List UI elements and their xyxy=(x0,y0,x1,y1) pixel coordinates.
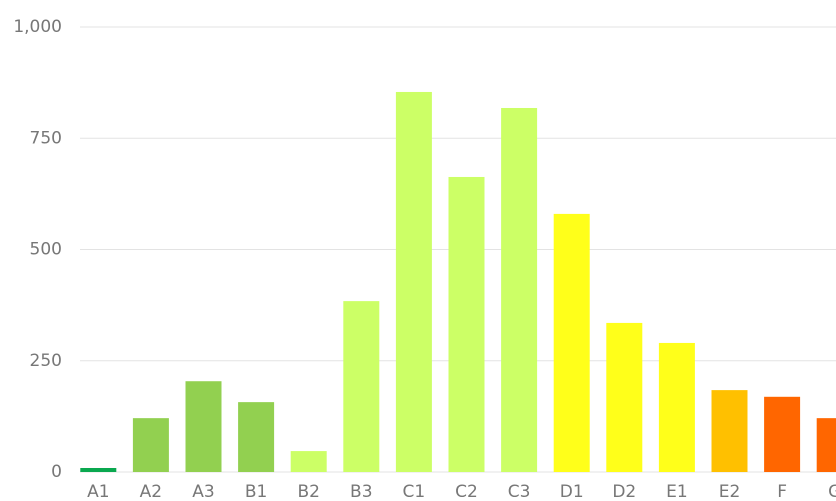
bar xyxy=(290,451,327,472)
x-tick-label: A1 xyxy=(87,482,109,501)
x-tick-label: B2 xyxy=(297,482,319,501)
bar xyxy=(448,176,485,472)
y-tick-label: 0 xyxy=(51,462,62,482)
bar xyxy=(343,301,380,472)
y-tick-label: 250 xyxy=(30,351,62,371)
x-tick-label: D2 xyxy=(612,482,636,501)
bar xyxy=(395,91,432,472)
y-tick-label: 750 xyxy=(30,128,62,148)
x-tick-label: E2 xyxy=(719,482,741,501)
y-tick-label: 500 xyxy=(30,240,62,260)
x-tick-label: B3 xyxy=(350,482,372,501)
x-tick-label: A3 xyxy=(192,482,214,501)
bar xyxy=(606,322,643,472)
bar xyxy=(238,402,275,472)
x-tick-label: C2 xyxy=(455,482,478,501)
y-tick-label: 1,000 xyxy=(13,17,62,37)
bar xyxy=(501,107,538,473)
x-tick-label: D1 xyxy=(560,482,584,501)
bar xyxy=(711,390,748,472)
bar xyxy=(764,396,801,472)
x-tick-label: C3 xyxy=(508,482,531,501)
bar xyxy=(553,213,590,472)
x-tick-label: E1 xyxy=(666,482,688,501)
bar xyxy=(185,381,222,472)
x-tick-label: A2 xyxy=(140,482,162,501)
bar xyxy=(658,342,695,472)
bar xyxy=(132,418,169,472)
x-tick-label: C1 xyxy=(403,482,426,501)
x-tick-label: B1 xyxy=(245,482,267,501)
bar xyxy=(80,467,117,472)
x-tick-label: G xyxy=(828,482,836,501)
bar xyxy=(816,418,836,472)
x-tick-label: F xyxy=(777,482,787,501)
